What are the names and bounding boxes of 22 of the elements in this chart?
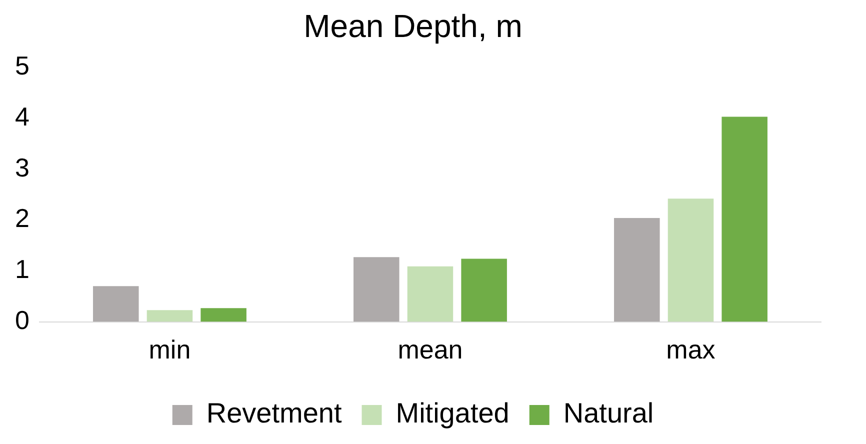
legend-label: Mitigated [396,398,510,429]
bar [200,308,246,322]
x-tick-label: mean [398,334,463,365]
y-tick-label: 1 [14,254,30,284]
x-tick-label: max [666,334,716,365]
y-tick-label: 0 [14,304,30,335]
bar [461,258,507,322]
chart-title: Mean Depth, m [304,8,522,44]
bar [614,218,660,322]
bar [146,310,193,322]
legend-label: Revetment [206,398,342,429]
x-tick-label: min [148,334,191,365]
legend-label: Natural [563,398,654,429]
y-tick-label: 5 [14,50,30,81]
y-tick-label: 4 [14,101,30,132]
bar [407,266,454,322]
y-tick-label: 2 [14,203,30,234]
bar [92,286,139,322]
bar [354,257,400,322]
bar [722,116,768,322]
y-tick-label: 3 [14,152,30,182]
bar [668,198,714,322]
